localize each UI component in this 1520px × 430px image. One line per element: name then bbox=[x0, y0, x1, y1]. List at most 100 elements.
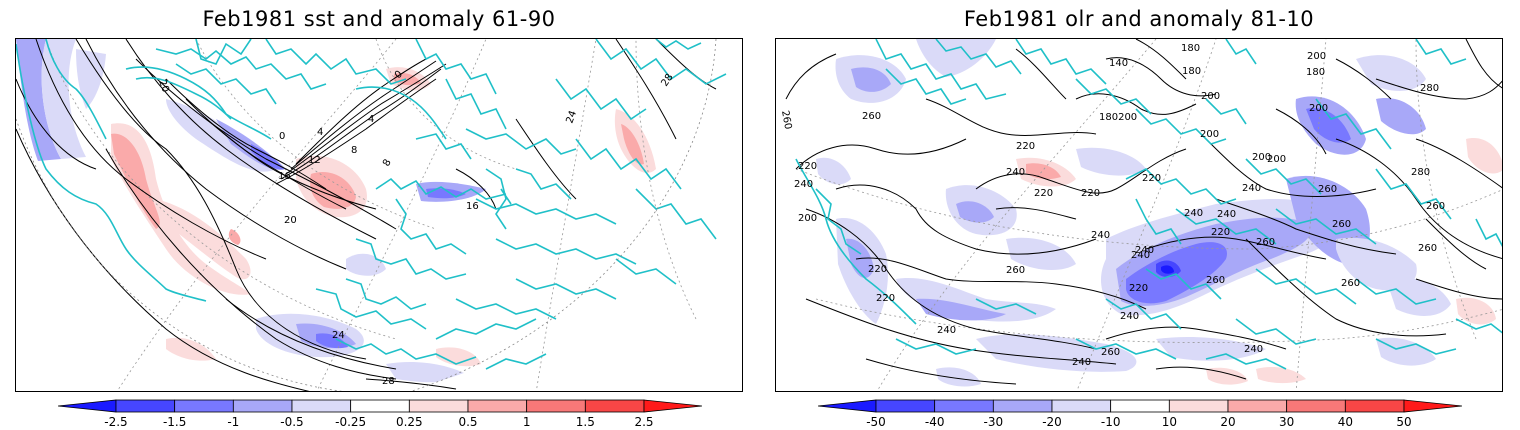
contour-label: 220 bbox=[1211, 227, 1230, 238]
contour-label: 240 bbox=[1244, 344, 1263, 355]
colorbar-tick-label: -40 bbox=[925, 415, 945, 429]
olr-colorbar-svg: -50 -40 -30 -20 -10 10 20 30 40 50 bbox=[818, 399, 1462, 429]
contour-label: 240 bbox=[1184, 208, 1203, 219]
sst-anomaly-shading bbox=[16, 39, 721, 383]
colorbar-cell bbox=[232, 399, 293, 413]
colorbar-cell bbox=[1403, 399, 1462, 413]
colorbar-cell bbox=[818, 399, 877, 413]
colorbar-tick-label: 10 bbox=[1162, 415, 1177, 429]
contour-label: 4 bbox=[368, 114, 374, 125]
sst-contour-labels: 20 0 4 0 4 8 8 12 16 16 20 24 24 28 28 bbox=[156, 69, 676, 387]
contour-label: 180 bbox=[1181, 43, 1200, 54]
contour-label: 180 bbox=[1306, 67, 1325, 78]
contour-label: 200 bbox=[1309, 103, 1328, 114]
contour-label: 180 bbox=[1182, 66, 1201, 77]
contour-label: 260 bbox=[1426, 201, 1445, 212]
colorbar-tick-label: -30 bbox=[984, 415, 1004, 429]
contour-label: 260 bbox=[862, 111, 881, 122]
colorbar-tick-label: -20 bbox=[1042, 415, 1062, 429]
contour-label: 240 bbox=[1006, 167, 1025, 178]
colorbar-cell bbox=[115, 399, 176, 413]
contour-label: 260 bbox=[1341, 278, 1360, 289]
olr-contour-labels: 180 140 180 180 200 280 200 200 260 260 … bbox=[779, 43, 1445, 368]
contour-label: 24 bbox=[564, 109, 579, 125]
colorbar-cell bbox=[1051, 399, 1112, 413]
colorbar-cell bbox=[350, 399, 410, 413]
colorbar-cell bbox=[1110, 399, 1170, 413]
colorbar-tick-label: -50 bbox=[866, 415, 886, 429]
colorbar-tick-labels: -50 -40 -30 -20 -10 10 20 30 40 50 bbox=[866, 415, 1411, 429]
sst-contours bbox=[16, 39, 717, 391]
colorbar-tick-label: -0.25 bbox=[335, 415, 366, 429]
contour-label: 0 bbox=[393, 69, 405, 82]
contour-label: 260 bbox=[1101, 347, 1120, 358]
colorbar-cells bbox=[818, 399, 1462, 413]
olr-anomaly-shading bbox=[816, 39, 1502, 387]
contour-label: 12 bbox=[308, 155, 321, 166]
contour-label: 16 bbox=[278, 171, 291, 182]
colorbar-tick-label: 0.25 bbox=[396, 415, 423, 429]
contour-label: 200 bbox=[1200, 129, 1219, 140]
contour-label: 240 bbox=[1120, 311, 1139, 322]
colorbar-tick-label: -1 bbox=[227, 415, 239, 429]
contour-label: 260 bbox=[779, 110, 793, 131]
contour-label: 8 bbox=[351, 145, 357, 156]
colorbar-tick-label: 20 bbox=[1220, 415, 1235, 429]
contour-label: 140 bbox=[1109, 58, 1128, 69]
sst-colorbar: -2.5 -1.5 -1 -0.5 -0.25 0.25 0.5 1 1.5 2.5 bbox=[58, 398, 702, 430]
contour-label: 220 bbox=[1034, 188, 1053, 199]
colorbar-tick-label: -2.5 bbox=[104, 415, 127, 429]
colorbar-cell bbox=[174, 399, 234, 413]
contour-label: 240 bbox=[1072, 357, 1091, 368]
colorbar-tick-label: 50 bbox=[1396, 415, 1411, 429]
colorbar-tick-label: 1 bbox=[523, 415, 531, 429]
colorbar-cell bbox=[1227, 399, 1288, 413]
colorbar-cell bbox=[643, 399, 702, 413]
contour-label: 260 bbox=[1418, 243, 1437, 254]
colorbar-cell bbox=[992, 399, 1053, 413]
contour-label: 20 bbox=[156, 78, 171, 94]
colorbar-tick-label: -1.5 bbox=[163, 415, 186, 429]
contour-label: 0 bbox=[279, 131, 285, 142]
sst-anomaly-map: 20 0 4 0 4 8 8 12 16 16 20 24 24 28 28 bbox=[15, 38, 743, 392]
contour-label: 220 bbox=[868, 264, 887, 275]
olr-graticule bbox=[795, 39, 1502, 391]
colorbar-cell bbox=[1344, 399, 1405, 413]
panel-title-olr: Feb1981 olr and anomaly 81-10 bbox=[963, 7, 1315, 31]
contour-label: 200 bbox=[1201, 91, 1220, 102]
contour-label: 240 bbox=[1091, 230, 1110, 241]
colorbar-cell bbox=[408, 399, 469, 413]
colorbar-tick-label: 40 bbox=[1338, 415, 1353, 429]
contour-label: 200 bbox=[798, 213, 817, 224]
contour-label: 260 bbox=[1332, 219, 1351, 230]
contour-label: 28 bbox=[659, 72, 675, 89]
contour-label: 200 bbox=[1267, 154, 1286, 165]
contour-label: 200 bbox=[1252, 152, 1271, 163]
contour-label: 260 bbox=[1206, 275, 1225, 286]
colorbar-cell bbox=[467, 399, 528, 413]
colorbar-tick-label: -10 bbox=[1101, 415, 1121, 429]
panel-title-sst: Feb1981 sst and anomaly 61-90 bbox=[202, 7, 556, 31]
colorbar-cell bbox=[526, 399, 586, 413]
contour-label: 240 bbox=[1131, 250, 1150, 261]
colorbar-tick-label: 0.5 bbox=[458, 415, 477, 429]
contour-label: 220 bbox=[1142, 173, 1161, 184]
colorbar-cell bbox=[584, 399, 645, 413]
contour-label: 240 bbox=[1217, 209, 1236, 220]
contour-label: 240 bbox=[794, 179, 813, 190]
colorbar-tick-labels: -2.5 -1.5 -1 -0.5 -0.25 0.25 0.5 1 1.5 2.5 bbox=[104, 415, 653, 429]
olr-contours bbox=[785, 39, 1502, 385]
sst-colorbar-svg: -2.5 -1.5 -1 -0.5 -0.25 0.25 0.5 1 1.5 2.5 bbox=[58, 399, 702, 429]
contour-label: 220 bbox=[1129, 283, 1148, 294]
olr-coastlines bbox=[795, 39, 1502, 370]
colorbar-cell bbox=[875, 399, 936, 413]
contour-label: 8 bbox=[381, 157, 394, 168]
sst-coastlines bbox=[16, 39, 727, 370]
colorbar-cell bbox=[934, 399, 994, 413]
colorbar-cell bbox=[1286, 399, 1346, 413]
sst-map-canvas: 20 0 4 0 4 8 8 12 16 16 20 24 24 28 28 bbox=[16, 39, 742, 391]
contour-label: 220 bbox=[1081, 188, 1100, 199]
olr-anomaly-map: 180 140 180 180 200 280 200 200 260 260 … bbox=[775, 38, 1503, 392]
contour-label: 24 bbox=[332, 330, 345, 341]
contour-label: 220 bbox=[1016, 141, 1035, 152]
